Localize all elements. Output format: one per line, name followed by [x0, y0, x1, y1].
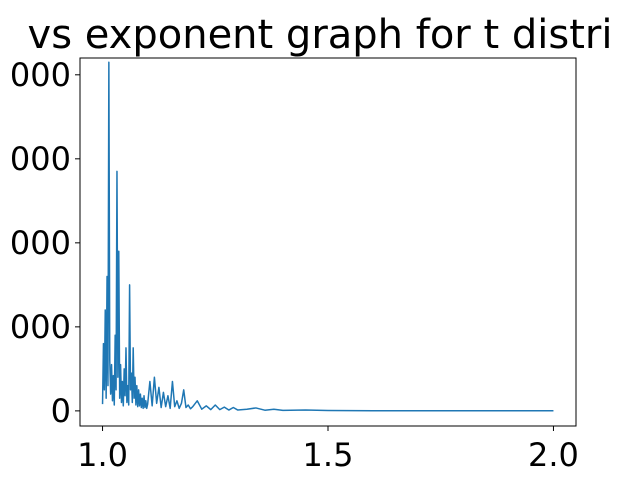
axes-frame: [79, 57, 577, 427]
y-tick-label: 000: [10, 56, 71, 94]
x-tick-label: 1.5: [303, 436, 354, 474]
x-tick-label: 2.0: [528, 436, 579, 474]
y-tick-label: 000: [10, 140, 71, 178]
y-tick-label: 000: [10, 224, 71, 262]
chart-title: vs exponent graph for t distri: [28, 12, 613, 58]
x-tick-label: 1.0: [77, 436, 128, 474]
data-series-line-0: [101, 61, 554, 412]
y-tick-label: 000: [10, 308, 71, 346]
y-tick-label: 0: [51, 392, 71, 430]
plot-area: [101, 61, 554, 412]
